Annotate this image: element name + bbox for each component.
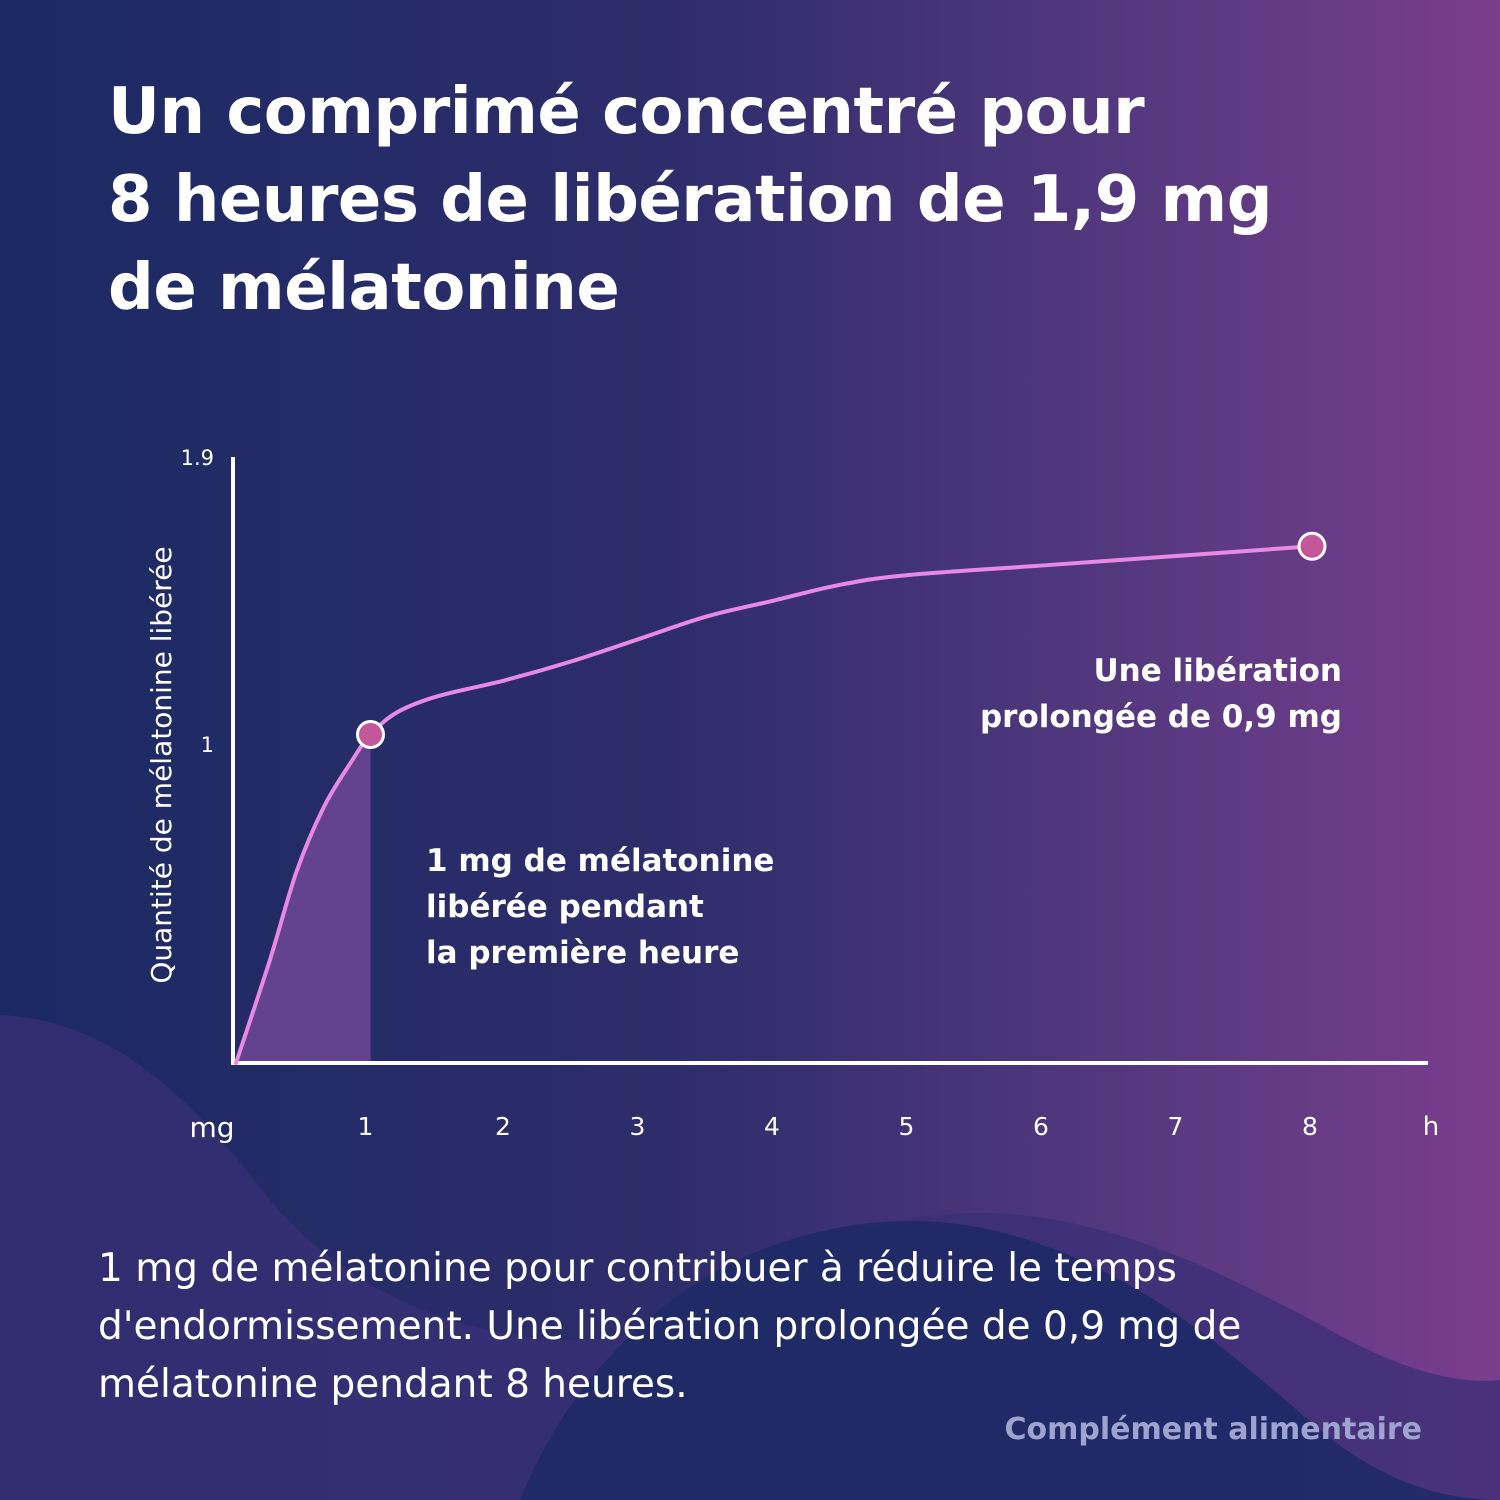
first-hour-area (236, 734, 371, 1063)
page-title: Un comprimé concentré pour 8 heures de l… (108, 68, 1408, 332)
y-tick-label: 1 (201, 733, 214, 757)
x-tick-label: 6 (1033, 1112, 1049, 1141)
title-line: 8 heures de libération de 1,9 mg (108, 163, 1273, 237)
x-tick-label: 3 (630, 1112, 646, 1141)
curve-marker (356, 719, 385, 749)
annotation-line: Une libération (1093, 653, 1342, 689)
x-tick-label: 8 (1302, 1112, 1318, 1141)
release-curve (234, 544, 1314, 1065)
x-tick-labels: 1 2 3 4 5 6 7 8 (358, 1112, 1318, 1141)
annotation-line: la première heure (426, 935, 740, 971)
background-wave-bottom (520, 1220, 1500, 1500)
first-hour-annotation: 1 mg de mélatonine libérée pendant la pr… (426, 838, 774, 976)
description-line: d'endormissement. Une libération prolong… (98, 1304, 1242, 1349)
y-tick-label: 1.9 (181, 446, 214, 470)
annotation-line: 1 mg de mélatonine (426, 843, 775, 879)
x-tick-label: 7 (1168, 1112, 1184, 1141)
description-line: mélatonine pendant 8 heures. (98, 1362, 688, 1407)
x-tick-label: 1 (358, 1112, 374, 1141)
curve-markers (356, 531, 1327, 749)
x-tick-label: 5 (899, 1112, 915, 1141)
annotation-line: prolongée de 0,9 mg (979, 699, 1342, 735)
x-unit-label: h (1423, 1112, 1439, 1142)
y-axis-title: Quantité de mélatonine libérée (145, 546, 178, 983)
prolonged-release-annotation: Une libération prolongée de 0,9 mg (980, 648, 1342, 740)
y-tick-labels: 11.9 (181, 446, 214, 757)
annotation-line: libérée pendant (426, 889, 704, 925)
title-line: Un comprimé concentré pour (108, 75, 1145, 149)
description-text: 1 mg de mélatonine pour contribuer à réd… (98, 1240, 1458, 1414)
x-tick-label: 4 (764, 1112, 780, 1141)
x-tick-label: 2 (495, 1112, 511, 1141)
title-line: de mélatonine (108, 251, 620, 325)
description-line: 1 mg de mélatonine pour contribuer à réd… (98, 1246, 1177, 1291)
curve-marker (1297, 531, 1327, 561)
y-unit-label: mg (189, 1111, 234, 1144)
food-supplement-label: Complément alimentaire (1004, 1412, 1422, 1447)
